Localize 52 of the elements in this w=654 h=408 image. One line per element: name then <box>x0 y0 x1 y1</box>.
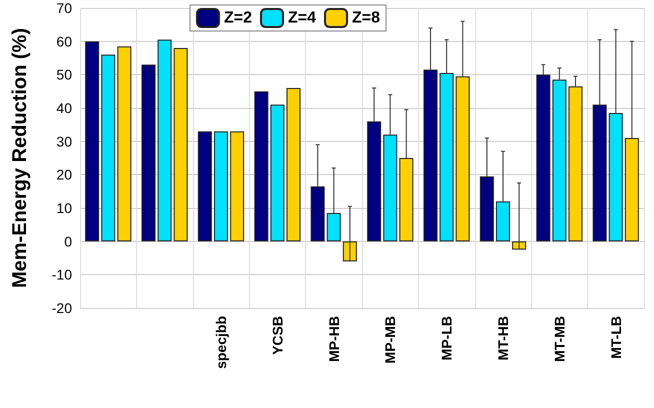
x-tick-label: MP-MB <box>382 316 398 364</box>
y-tick-label: 0 <box>64 233 72 250</box>
bar <box>367 121 382 242</box>
bar <box>624 138 639 242</box>
bar <box>270 104 284 242</box>
bar <box>101 54 116 242</box>
bar <box>174 48 188 242</box>
bar <box>230 131 244 242</box>
y-tick-label: 30 <box>56 133 72 150</box>
bar <box>424 70 438 242</box>
legend-label: Z=2 <box>224 10 252 26</box>
bar <box>326 213 341 242</box>
bar <box>342 241 357 262</box>
x-tick-label: MP-HB <box>326 316 342 362</box>
bar <box>536 74 550 242</box>
legend-label: Z=4 <box>288 10 316 26</box>
y-tick-label: 10 <box>56 200 72 216</box>
bar <box>198 131 212 242</box>
y-tick-label: -20 <box>52 300 72 316</box>
bar <box>480 176 494 242</box>
y-tick-label: -10 <box>52 266 72 283</box>
y-tick-label: 70 <box>56 0 72 16</box>
x-tick-label: MT-MB <box>551 316 568 362</box>
x-tick-label: YCSB <box>269 316 286 355</box>
bar <box>496 201 510 242</box>
y-tick-label: 60 <box>56 33 72 50</box>
y-axis-title: Mem-Energy Reduction (%) <box>9 28 31 288</box>
y-tick-label: 20 <box>56 166 72 183</box>
x-tick-label: specjbb <box>213 316 229 369</box>
bar <box>85 41 100 242</box>
bar <box>158 40 172 242</box>
bar <box>440 73 454 242</box>
bar <box>568 86 582 242</box>
legend-label: Z=8 <box>352 10 380 26</box>
y-tick-label: 50 <box>56 66 72 83</box>
bar <box>383 134 398 242</box>
bar <box>552 80 566 242</box>
bar <box>456 76 470 242</box>
y-tick-label: 40 <box>56 100 72 116</box>
bar <box>142 64 156 242</box>
x-tick-label: MP-LB <box>438 316 455 360</box>
bar <box>310 186 325 242</box>
bar <box>214 131 228 242</box>
x-tick-label: MT-HB <box>495 316 511 360</box>
bar <box>608 113 623 242</box>
bar <box>399 158 414 242</box>
bar <box>286 88 300 242</box>
bar <box>254 91 268 242</box>
bar <box>117 46 132 242</box>
bar <box>512 241 526 250</box>
x-tick-label: MT-LB <box>608 316 624 359</box>
bar <box>592 104 607 242</box>
